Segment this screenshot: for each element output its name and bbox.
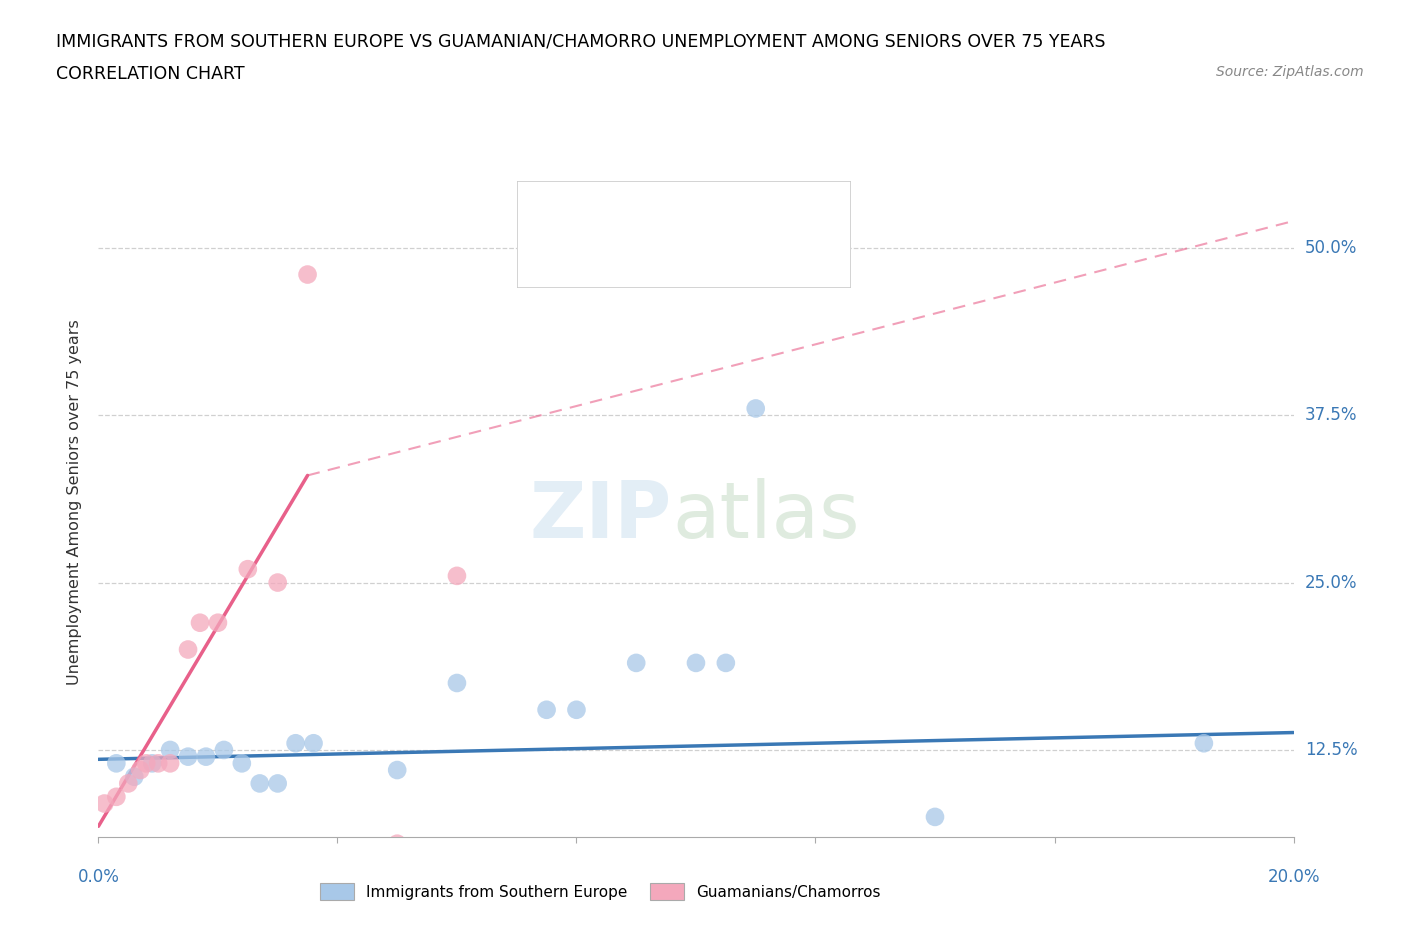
Point: [924, 809, 946, 824]
Point: [105, 756, 128, 771]
Text: 20.0%: 20.0%: [1267, 868, 1320, 885]
Point: [93, 796, 115, 811]
Point: [446, 675, 468, 690]
Text: 50.0%: 50.0%: [1305, 239, 1357, 257]
Point: [124, 769, 146, 784]
Point: [302, 736, 325, 751]
Point: [267, 776, 290, 790]
Point: [284, 736, 307, 751]
Point: [177, 642, 200, 657]
Legend: Immigrants from Southern Europe, Guamanians/Chamorros: Immigrants from Southern Europe, Guamani…: [314, 876, 887, 907]
Point: [385, 763, 409, 777]
Text: ZIP: ZIP: [530, 478, 672, 553]
Point: [177, 750, 200, 764]
Point: [117, 776, 139, 790]
Text: CORRELATION CHART: CORRELATION CHART: [56, 65, 245, 83]
Point: [105, 790, 128, 804]
Point: [385, 836, 409, 851]
Text: 12.5%: 12.5%: [1305, 741, 1357, 759]
Point: [129, 763, 152, 777]
Point: [231, 756, 253, 771]
Point: [159, 742, 181, 757]
Point: [714, 656, 737, 671]
Point: [135, 756, 157, 771]
Point: [267, 575, 290, 590]
Point: [236, 562, 259, 577]
Text: 25.0%: 25.0%: [1305, 574, 1357, 591]
Point: [565, 702, 588, 717]
Point: [188, 616, 211, 631]
Text: 0.0%: 0.0%: [77, 868, 120, 885]
Text: IMMIGRANTS FROM SOUTHERN EUROPE VS GUAMANIAN/CHAMORRO UNEMPLOYMENT AMONG SENIORS: IMMIGRANTS FROM SOUTHERN EUROPE VS GUAMA…: [56, 33, 1105, 50]
Text: atlas: atlas: [672, 478, 859, 553]
Point: [249, 776, 271, 790]
Point: [159, 756, 181, 771]
Point: [1192, 736, 1215, 751]
Point: [297, 267, 319, 282]
Point: [212, 742, 235, 757]
Point: [536, 702, 558, 717]
Point: [685, 656, 707, 671]
Point: [745, 401, 768, 416]
Point: [446, 568, 468, 583]
Point: [194, 750, 218, 764]
Point: [148, 756, 170, 771]
Text: Source: ZipAtlas.com: Source: ZipAtlas.com: [1216, 65, 1364, 79]
Point: [141, 756, 163, 771]
Text: 37.5%: 37.5%: [1305, 406, 1357, 424]
Point: [624, 656, 647, 671]
Point: [207, 616, 229, 631]
Y-axis label: Unemployment Among Seniors over 75 years: Unemployment Among Seniors over 75 years: [67, 319, 83, 685]
